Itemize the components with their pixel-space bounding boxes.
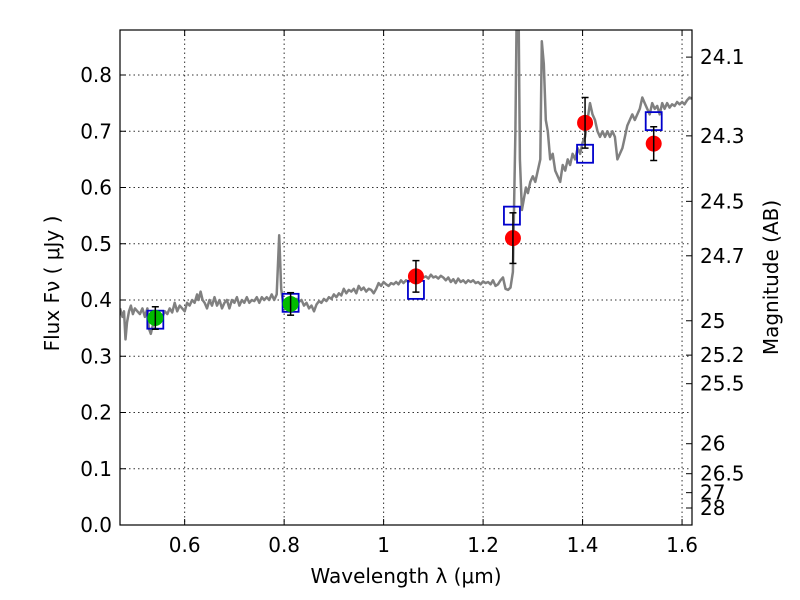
data-points-layer	[146, 96, 663, 330]
spectrum-layer	[120, 30, 692, 341]
y-axis-label: Flux Fν ( μJy )	[40, 216, 64, 352]
x-tick-label: 1	[377, 533, 390, 557]
x-tick-label: 1.2	[467, 533, 499, 557]
mag-tick-label: 25.5	[700, 372, 745, 396]
right-axis-label: Magnitude (AB)	[759, 200, 783, 355]
x-tick-label: 1.6	[666, 533, 698, 557]
mag-tick-label: 24.3	[700, 124, 745, 148]
x-tick-label: 0.8	[268, 533, 300, 557]
mag-tick-label: 27	[700, 481, 725, 505]
mag-tick-label: 25	[700, 309, 725, 333]
mag-tick-label: 26.5	[700, 462, 745, 486]
mag-tick-label: 28	[700, 496, 725, 520]
x-tick-label: 0.6	[169, 533, 201, 557]
ticks-layer: 0.6 0.8 1 1.2 1.4 1.6 0.0 0.1 0.2 0.3 0.4 0.5 0.6 0.7…	[80, 30, 745, 557]
mag-tick-label: 26	[700, 432, 725, 456]
y-tick-label: 0.5	[80, 232, 112, 256]
mag-tick-label: 25.2	[700, 343, 745, 367]
y-tick-label: 0.4	[80, 288, 112, 312]
y-tick-label: 0.2	[80, 401, 112, 425]
grid-lines	[120, 30, 692, 526]
y-tick-label: 0.6	[80, 176, 112, 200]
mag-tick-label: 24.7	[700, 244, 745, 268]
y-tick-label: 0.3	[80, 344, 112, 368]
y-tick-label: 0.7	[80, 119, 112, 143]
y-tick-label: 0.1	[80, 457, 112, 481]
x-tick-label: 1.4	[567, 533, 599, 557]
spectrum-line	[120, 30, 692, 341]
plot-frame	[119, 29, 693, 526]
x-axis-label: Wavelength λ (μm)	[310, 564, 501, 588]
y-tick-label: 0.0	[80, 513, 112, 537]
y-tick-label: 0.8	[80, 63, 112, 87]
mag-tick-label: 24.1	[700, 45, 745, 69]
mag-tick-label: 24.5	[700, 189, 745, 213]
model-photometry-square	[503, 205, 521, 226]
